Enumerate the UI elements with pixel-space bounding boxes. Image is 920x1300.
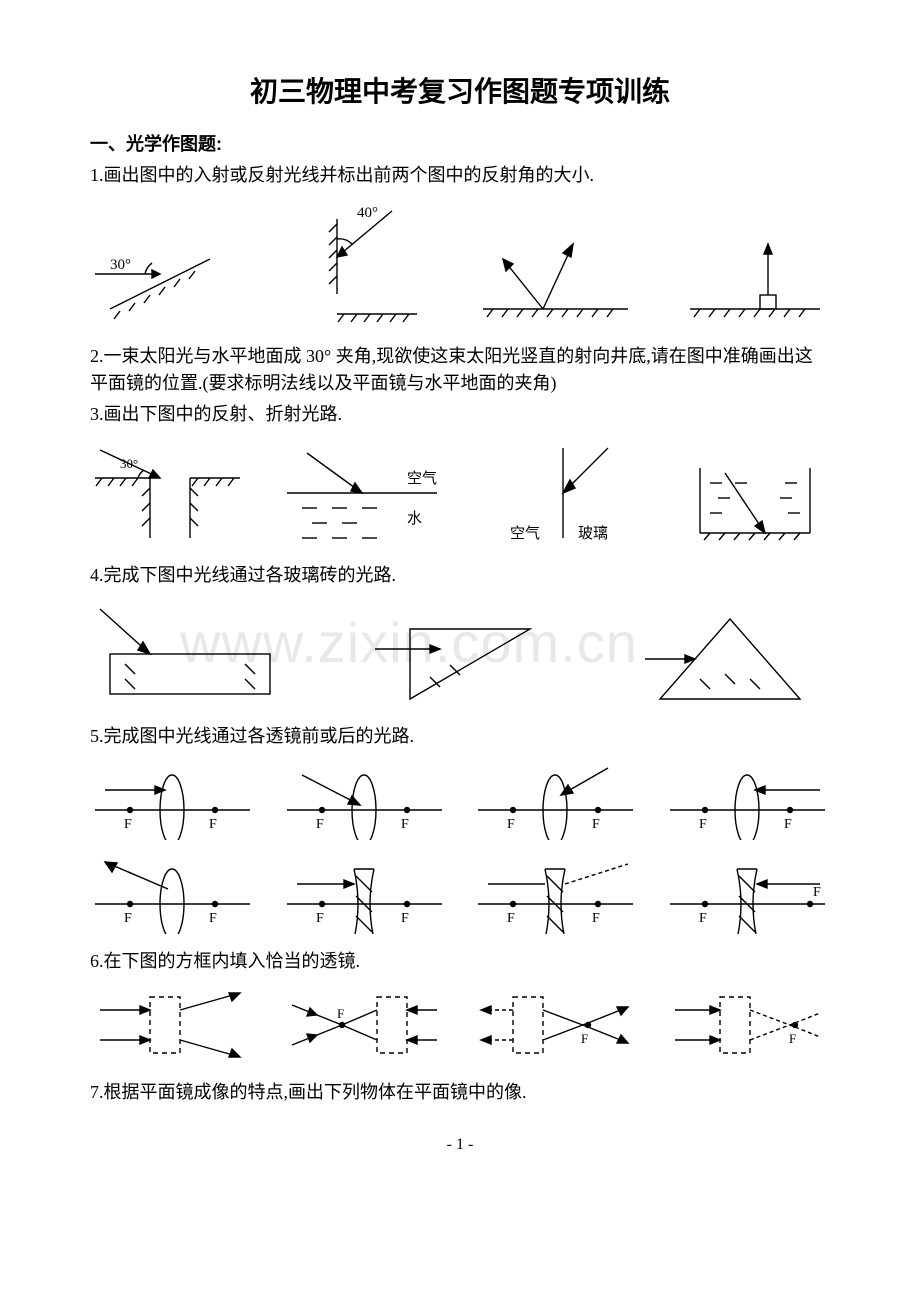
- question-5: 5.完成图中光线通过各透镜前或后的光路.: [90, 723, 830, 750]
- label-air: 空气: [407, 470, 437, 487]
- fig-row-2: 30°: [90, 438, 830, 548]
- label-F-4b1: F: [316, 817, 324, 832]
- fig-6c: F: [473, 985, 638, 1065]
- page-number: - 1 -: [90, 1136, 830, 1154]
- question-7: 7.根据平面镜成像的特点,画出下列物体在平面镜中的像.: [90, 1079, 830, 1106]
- label-40deg: 40°: [357, 205, 378, 221]
- fig-5b: F F: [282, 854, 447, 934]
- fig-row-3: [90, 599, 830, 709]
- label-F-6c: F: [581, 1031, 588, 1046]
- fig-row-5: F F: [90, 854, 830, 934]
- label-F-4d2: F: [784, 817, 792, 832]
- label-F-4c1: F: [507, 817, 515, 832]
- label-30deg: 30°: [110, 257, 131, 273]
- label-30deg-b: 30°: [120, 456, 138, 471]
- label-F-5d1: F: [699, 911, 707, 926]
- fig-1a: 30°: [90, 219, 240, 329]
- label-F-5b1: F: [316, 911, 324, 926]
- fig-2b: 空气 水: [277, 438, 447, 548]
- section-header-1: 一、光学作图题:: [90, 130, 830, 156]
- fig-4d: F F: [665, 760, 830, 840]
- question-6: 6.在下图的方框内填入恰当的透镜.: [90, 948, 830, 975]
- label-water: 水: [407, 510, 422, 527]
- fig-1c: [473, 229, 638, 329]
- fig-2c: 空气 玻璃: [478, 438, 648, 548]
- fig-4c: F F: [473, 760, 638, 840]
- label-F-5b2: F: [401, 911, 409, 926]
- page-title: 初三物理中考复习作图题专项训练: [90, 70, 830, 110]
- label-F-5a2: F: [209, 911, 217, 926]
- label-F-4a2: F: [209, 817, 217, 832]
- fig-6a: [90, 985, 255, 1065]
- fig-3a: [90, 599, 290, 709]
- label-F-5c2: F: [592, 911, 600, 926]
- fig-5a: F F: [90, 854, 255, 934]
- label-F-4d1: F: [699, 817, 707, 832]
- fig-row-1: 30°: [90, 199, 830, 329]
- fig-row-6: F: [90, 985, 830, 1065]
- fig-1b: 40°: [282, 199, 432, 329]
- fig-5c: F F: [473, 854, 638, 934]
- fig-6b: F: [282, 985, 447, 1065]
- label-F-6b: F: [337, 1006, 344, 1021]
- question-2: 2.一束太阳光与水平地面成 30° 夹角,现欲使这束太阳光竖直的射向井底,请在图…: [90, 343, 830, 397]
- question-3: 3.画出下图中的反射、折射光路.: [90, 401, 830, 428]
- label-F-5d2: F: [813, 885, 821, 900]
- fig-6d: F: [665, 985, 830, 1065]
- fig-row-4: F F F F: [90, 760, 830, 840]
- question-1: 1.画出图中的入射或反射光线并标出前两个图中的反射角的大小.: [90, 162, 830, 189]
- fig-2d: [680, 438, 830, 548]
- fig-3b: [360, 599, 560, 709]
- fig-4b: F F: [282, 760, 447, 840]
- label-F-4c2: F: [592, 817, 600, 832]
- label-F-6d: F: [789, 1031, 796, 1046]
- label-glass: 玻璃: [578, 525, 608, 542]
- fig-5d: F F: [665, 854, 830, 934]
- fig-3c: [630, 599, 830, 709]
- question-4: 4.完成下图中光线通过各玻璃砖的光路.: [90, 562, 830, 589]
- label-F-5c1: F: [507, 911, 515, 926]
- fig-2a: 30°: [90, 438, 245, 548]
- label-F-5a1: F: [124, 911, 132, 926]
- fig-1d: [680, 229, 830, 329]
- fig-4a: F F: [90, 760, 255, 840]
- label-F-4a1: F: [124, 817, 132, 832]
- label-F-4b2: F: [401, 817, 409, 832]
- label-air2: 空气: [510, 525, 540, 542]
